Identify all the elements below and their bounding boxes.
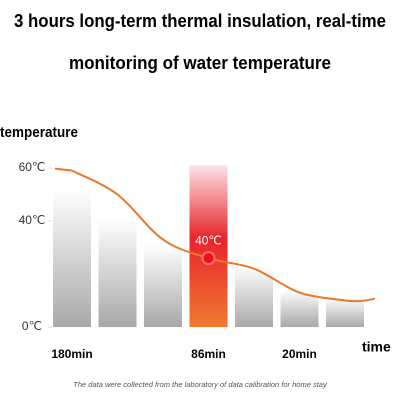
y-tick-label: 40℃ [19,213,46,227]
y-tick-label: 60℃ [19,160,46,174]
annotation: 40℃ [195,233,222,247]
line [54,167,376,303]
bar [235,266,273,328]
bar [53,189,91,328]
bar [98,218,137,328]
x-tick-label: 20min [282,347,317,361]
bar [189,165,228,328]
x-tick-label: 180min [51,347,92,361]
y-tick-label: 0℃ [22,319,42,333]
bar [144,244,182,328]
x-axis-label: time [362,339,391,355]
y-axis-label: temperature [0,124,78,141]
chart-title: monitoring of water temperature [69,53,331,73]
footnote: The data were collected from the laborat… [73,380,328,389]
x-tick-label: 86min [191,347,226,361]
bar [326,297,364,328]
chart-title: 3 hours long-term thermal insulation, re… [14,11,386,31]
marker-dot [201,251,216,266]
